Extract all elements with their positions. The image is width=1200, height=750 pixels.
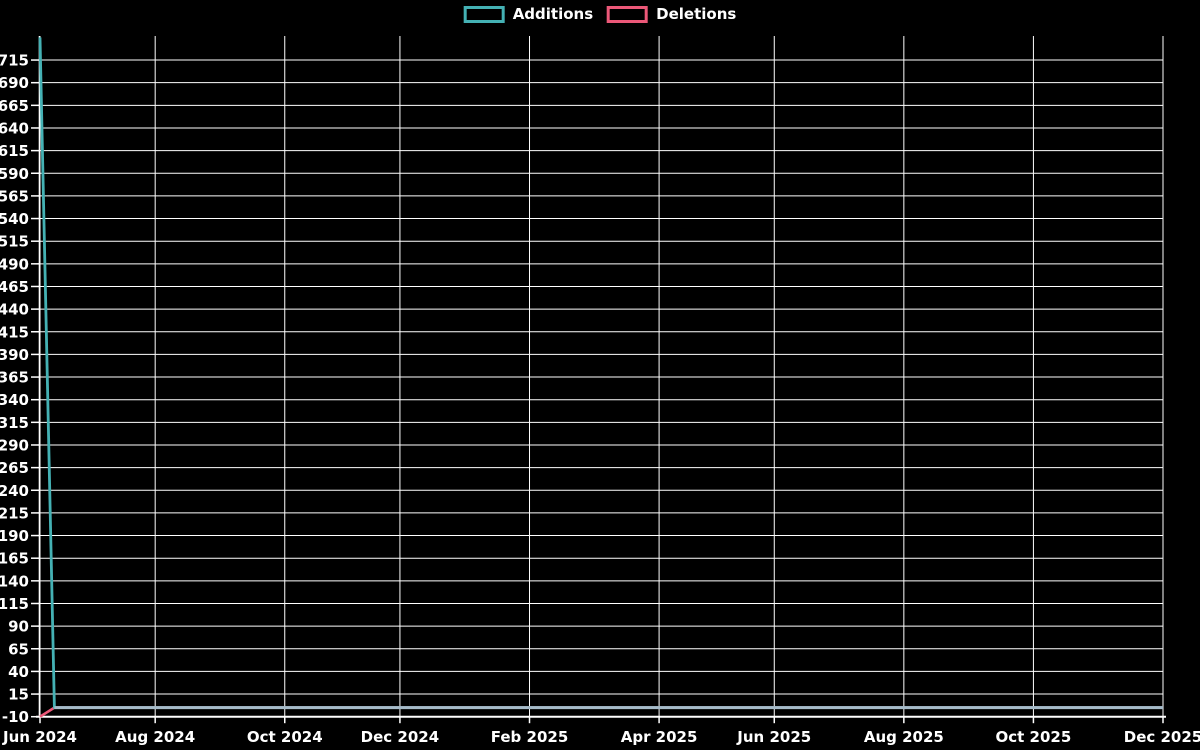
- legend-item-additions[interactable]: Additions: [463, 5, 594, 23]
- additions-swatch-icon: [463, 6, 505, 23]
- svg-text:365: 365: [0, 369, 29, 387]
- svg-text:715: 715: [0, 52, 29, 70]
- svg-text:165: 165: [0, 550, 29, 568]
- svg-text:615: 615: [0, 142, 29, 160]
- svg-text:265: 265: [0, 459, 29, 477]
- svg-text:390: 390: [0, 346, 29, 364]
- svg-text:340: 340: [0, 391, 29, 409]
- svg-text:515: 515: [0, 233, 29, 251]
- svg-text:90: 90: [8, 618, 29, 636]
- svg-text:Oct 2025: Oct 2025: [996, 728, 1072, 746]
- svg-text:315: 315: [0, 414, 29, 432]
- svg-text:215: 215: [0, 504, 29, 522]
- svg-text:440: 440: [0, 301, 29, 319]
- svg-text:665: 665: [0, 97, 29, 115]
- svg-text:15: 15: [8, 686, 29, 704]
- svg-text:465: 465: [0, 278, 29, 296]
- svg-text:640: 640: [0, 119, 29, 137]
- svg-text:190: 190: [0, 527, 29, 545]
- svg-text:565: 565: [0, 187, 29, 205]
- svg-text:Feb 2025: Feb 2025: [491, 728, 569, 746]
- svg-text:40: 40: [8, 663, 29, 681]
- svg-text:Aug 2025: Aug 2025: [864, 728, 944, 746]
- deletions-swatch-icon: [607, 6, 649, 23]
- svg-text:540: 540: [0, 210, 29, 228]
- svg-text:115: 115: [0, 595, 29, 613]
- svg-text:490: 490: [0, 255, 29, 273]
- svg-text:415: 415: [0, 323, 29, 341]
- svg-text:Jun 2025: Jun 2025: [736, 728, 811, 746]
- svg-text:590: 590: [0, 165, 29, 183]
- svg-text:140: 140: [0, 572, 29, 590]
- svg-text:-10: -10: [2, 708, 29, 726]
- svg-text:Jun 2024: Jun 2024: [2, 728, 77, 746]
- svg-text:Aug 2024: Aug 2024: [115, 728, 195, 746]
- legend-item-deletions[interactable]: Deletions: [607, 6, 736, 23]
- chart-legend: Additions Deletions: [463, 5, 736, 23]
- legend-label-additions: Additions: [512, 5, 594, 23]
- svg-text:65: 65: [8, 640, 29, 658]
- svg-text:Apr 2025: Apr 2025: [621, 728, 698, 746]
- svg-text:Dec 2024: Dec 2024: [361, 728, 440, 746]
- svg-text:290: 290: [0, 436, 29, 454]
- svg-text:Oct 2024: Oct 2024: [247, 728, 323, 746]
- svg-text:690: 690: [0, 74, 29, 92]
- legend-label-deletions: Deletions: [656, 5, 737, 23]
- svg-text:Dec 2025: Dec 2025: [1124, 728, 1200, 746]
- svg-text:240: 240: [0, 482, 29, 500]
